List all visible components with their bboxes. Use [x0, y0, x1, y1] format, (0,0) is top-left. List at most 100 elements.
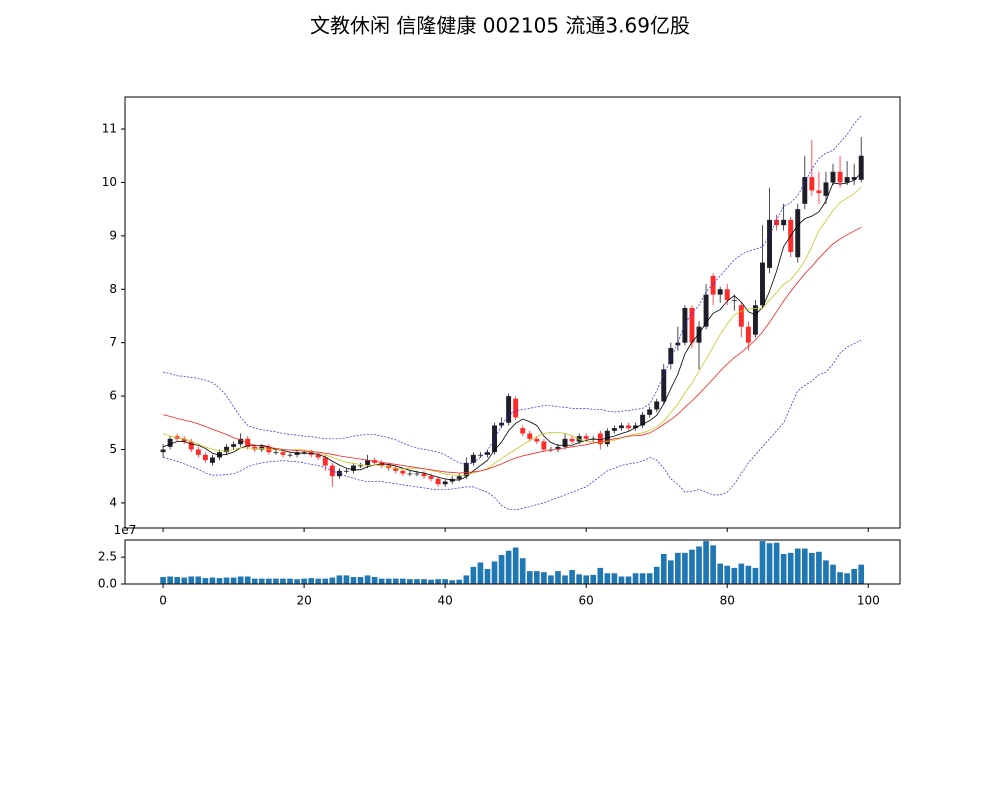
volume-bar: [449, 580, 456, 584]
volume-bar: [512, 547, 519, 584]
candle-body: [315, 454, 321, 458]
volume-bar: [343, 575, 350, 584]
x-tick-label: 0: [159, 594, 167, 608]
volume-bar: [653, 566, 660, 584]
volume-bar: [569, 570, 575, 584]
candle-body: [738, 305, 744, 327]
candle-body: [301, 452, 307, 453]
candle-body: [499, 422, 505, 426]
volume-bar: [371, 577, 378, 584]
candle-body: [689, 307, 695, 343]
volume-bar: [407, 579, 413, 584]
indicator-line: [163, 339, 862, 511]
volume-bar: [787, 552, 794, 584]
candle-body: [160, 449, 166, 453]
volume-bar: [703, 541, 709, 584]
candle-body: [358, 465, 364, 467]
volume-bar: [837, 572, 843, 584]
volume-bar: [830, 564, 836, 584]
volume-bar: [851, 568, 857, 584]
candle-body: [209, 457, 215, 463]
volume-bar: [202, 578, 209, 584]
volume-bar: [844, 573, 850, 584]
candle-body: [731, 299, 737, 301]
candle-body: [809, 177, 815, 191]
volume-bar: [435, 579, 441, 584]
x-tick-label: 100: [857, 594, 880, 608]
volume-bar: [357, 577, 364, 584]
chart-title: 文教休闲 信隆健康 002105 流通3.69亿股: [310, 14, 690, 38]
y-tick-label: 10: [102, 175, 117, 189]
volume-bar: [519, 558, 526, 584]
candle-body: [767, 219, 773, 268]
candle-body: [435, 478, 441, 485]
volume-bar: [526, 571, 533, 584]
candle-body: [287, 454, 293, 456]
candle-body: [724, 289, 730, 300]
candle-body: [217, 452, 222, 458]
candle-body: [393, 468, 399, 471]
volume-bar: [816, 551, 822, 584]
candle-body: [633, 425, 639, 429]
volume-bar: [477, 562, 484, 584]
x-tick-label: 20: [296, 594, 311, 608]
candle-body: [576, 436, 582, 442]
volume-bar: [738, 563, 745, 584]
volume-bar: [378, 578, 385, 584]
volume-bar: [181, 577, 188, 584]
candle-body: [858, 155, 864, 180]
volume-bar: [442, 579, 448, 584]
indicator-line: [162, 186, 862, 477]
volume-bar: [759, 541, 766, 584]
volume-bar: [682, 552, 688, 584]
volume-bar: [724, 565, 731, 584]
plot-frame: [124, 539, 901, 585]
indicator-line: [163, 115, 862, 465]
volume-bar: [266, 578, 272, 584]
candle-body: [181, 438, 187, 442]
volume-bar: [188, 576, 195, 584]
volume-bar: [794, 548, 801, 584]
candle-body: [484, 452, 490, 455]
candle-body: [837, 171, 843, 183]
candle-body: [569, 438, 575, 442]
volume-bar: [809, 552, 815, 584]
y-tick-label: 0.0: [98, 577, 117, 591]
volume-bar: [244, 576, 251, 584]
volume-bar: [167, 576, 173, 584]
volume-bar: [576, 574, 582, 584]
candle-body: [407, 473, 413, 475]
volume-bar: [745, 565, 752, 584]
y-tick-label: 4: [109, 495, 117, 509]
candle-body: [555, 446, 561, 450]
candle-body: [717, 289, 723, 295]
volume-bar: [801, 548, 808, 584]
volume-bar: [258, 578, 265, 584]
volume-bar: [548, 575, 554, 584]
candle-body: [463, 462, 469, 477]
volume-bar: [660, 553, 667, 584]
candle-body: [188, 441, 194, 450]
volume-bar: [336, 575, 343, 584]
candle-body: [696, 326, 702, 343]
y-tick-label: 5: [109, 442, 117, 456]
volume-bar: [541, 572, 547, 584]
volume-bar: [273, 578, 279, 584]
volume-bar: [604, 573, 611, 584]
volume-bar: [237, 576, 244, 584]
y-tick-label: 2.5: [98, 550, 117, 564]
volume-bar: [414, 579, 420, 584]
candle-body: [534, 438, 540, 442]
volume-bar: [780, 553, 787, 584]
candle-body: [231, 444, 237, 447]
candle-body: [752, 305, 758, 335]
candle-body: [626, 425, 631, 429]
volume-bar: [470, 566, 477, 584]
volume-bar: [223, 577, 230, 584]
candle-body: [400, 470, 406, 474]
volume-bar: [463, 575, 470, 584]
candle-body: [527, 433, 533, 439]
volume-bar: [696, 546, 702, 584]
volume-bar: [717, 563, 723, 584]
volume-bar: [590, 574, 597, 584]
